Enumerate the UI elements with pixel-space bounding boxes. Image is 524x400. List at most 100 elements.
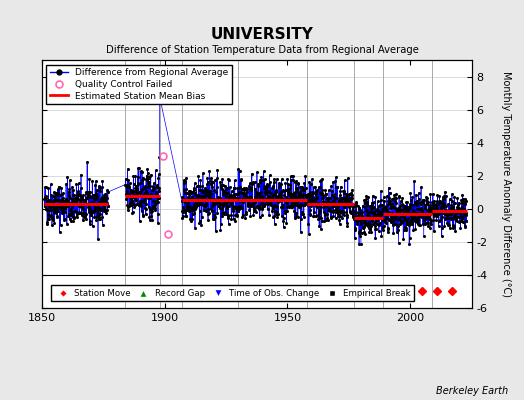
Point [413,219,422,226]
Point [48,193,57,199]
Point [137,180,145,186]
Point [347,190,355,196]
Point [278,197,286,203]
Point [423,211,432,217]
Point [305,230,313,237]
Point [236,176,245,183]
Point [237,176,245,182]
Point [281,199,290,205]
Point [58,206,66,212]
Point [255,203,263,209]
Point [237,204,245,210]
Point [266,194,275,200]
Point [311,203,320,210]
Point [127,198,135,205]
Point [403,199,411,205]
Point [399,203,408,210]
Point [293,189,302,196]
Point [77,172,85,178]
Point [196,200,204,207]
Point [136,218,144,224]
Point [252,209,260,216]
Point [84,192,93,199]
Legend: Station Move, Record Gap, Time of Obs. Change, Empirical Break: Station Move, Record Gap, Time of Obs. C… [50,285,414,301]
Point [237,188,245,195]
Point [271,208,279,214]
Point [396,206,404,212]
Point [153,182,161,188]
Point [97,207,105,214]
Point [462,218,470,224]
Point [438,199,446,205]
Point [195,201,203,208]
Point [279,202,287,208]
Point [346,210,355,216]
Point [208,202,216,209]
Point [189,196,198,202]
Point [234,208,242,214]
Text: UNIVERSITY: UNIVERSITY [211,27,313,42]
Point [245,206,254,213]
Point [43,221,51,228]
Point [156,93,164,100]
Point [130,192,138,198]
Point [390,221,398,228]
Point [352,199,360,206]
Point [351,224,359,231]
Point [414,190,423,196]
Point [41,184,50,190]
Point [134,181,143,187]
Point [130,195,139,202]
Point [302,200,310,206]
Point [63,201,71,207]
Point [417,207,425,214]
Point [253,169,261,175]
Point [405,206,413,212]
Point [243,196,252,202]
Point [81,197,90,203]
Point [94,212,102,218]
Point [56,200,64,206]
Point [183,196,192,202]
Point [424,208,433,215]
Point [374,207,383,214]
Point [361,200,369,206]
Point [271,203,280,209]
Point [189,206,198,213]
Point [338,210,346,216]
Point [40,195,49,202]
Point [139,176,147,182]
Point [444,209,452,215]
Point [377,212,385,219]
Point [453,209,462,215]
Point [229,194,237,201]
Point [307,181,315,188]
Point [279,218,287,224]
Point [434,211,442,218]
Point [285,204,293,210]
Point [307,202,315,209]
Point [363,207,371,214]
Point [336,197,344,203]
Point [297,228,305,235]
Point [354,205,363,211]
Point [244,201,253,208]
Point [424,198,433,205]
Point [442,215,451,221]
Point [321,212,329,218]
Point [433,213,441,219]
Point [100,207,108,214]
Point [369,205,377,212]
Point [191,206,199,212]
Point [428,204,436,210]
Point [441,188,449,195]
Point [420,221,429,227]
Point [368,201,376,208]
Point [438,233,446,239]
Point [453,204,461,210]
Point [214,196,222,203]
Point [456,210,464,216]
Point [353,218,362,224]
Point [298,211,306,218]
Point [419,221,427,227]
